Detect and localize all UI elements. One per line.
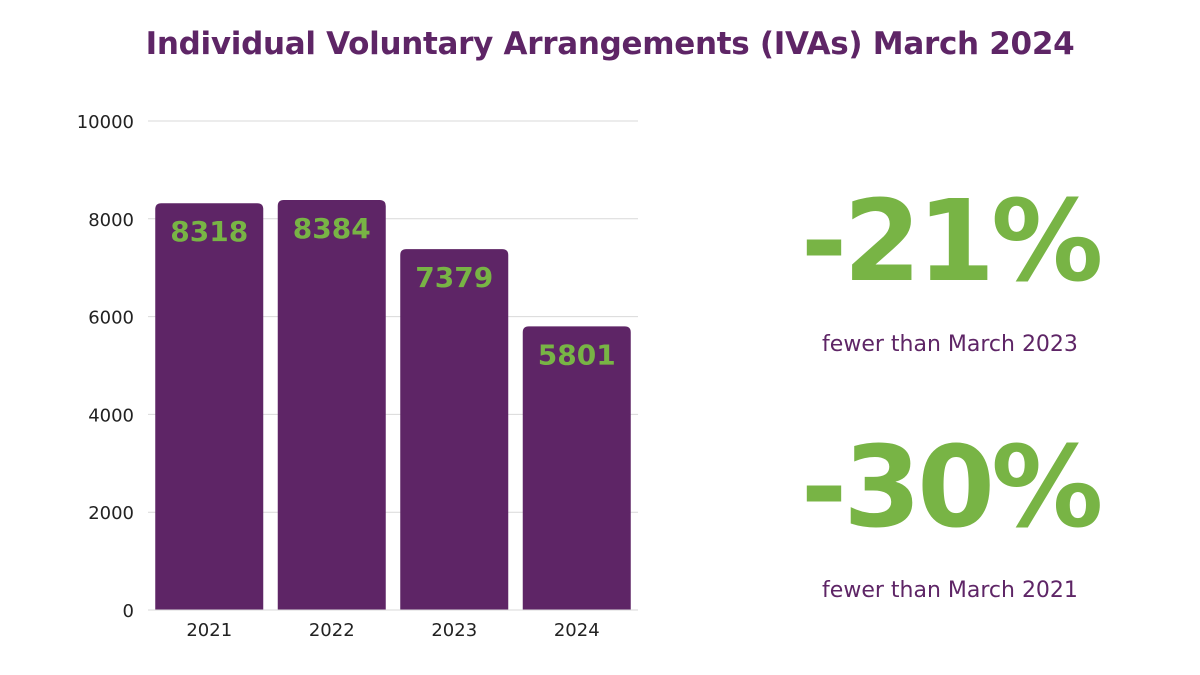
data-label-2024: 5801 (538, 338, 616, 371)
stat-label-vs-2023: fewer than March 2023 (822, 332, 1078, 357)
bar-2022 (277, 200, 386, 610)
data-label-2022: 8384 (293, 212, 371, 245)
x-tick-label-2022: 2022 (309, 620, 355, 641)
x-tick-label-2024: 2024 (554, 620, 600, 641)
x-tick-label-2021: 2021 (186, 620, 232, 641)
y-tick-label: 2000 (88, 503, 134, 524)
stat-value-vs-2021: -30% (800, 423, 1104, 553)
y-tick-label: 6000 (88, 308, 134, 329)
stat-block-vs-2021: -30% fewer than March 2021 (790, 432, 1110, 603)
stat-value-vs-2023: -21% (800, 177, 1104, 307)
bar-chart: 0 2000 4000 6000 8000 10000 8318 2021 8384 2022 73… (77, 112, 638, 641)
x-tick-label-2023: 2023 (431, 620, 477, 641)
bar-2023 (400, 249, 509, 610)
data-label-2023: 7379 (415, 261, 493, 294)
y-tick-label: 8000 (88, 210, 134, 231)
chart-title: Individual Voluntary Arrangements (IVAs)… (145, 26, 1075, 62)
y-tick-label: 4000 (88, 405, 134, 426)
bar-2024 (522, 326, 631, 610)
data-label-2021: 8318 (170, 215, 248, 248)
stat-block-vs-2023: -21% fewer than March 2023 (790, 186, 1110, 357)
stat-label-vs-2021: fewer than March 2021 (822, 578, 1078, 603)
y-tick-label: 10000 (77, 112, 134, 133)
bar-2021 (155, 203, 264, 610)
y-tick-label: 0 (123, 601, 134, 622)
